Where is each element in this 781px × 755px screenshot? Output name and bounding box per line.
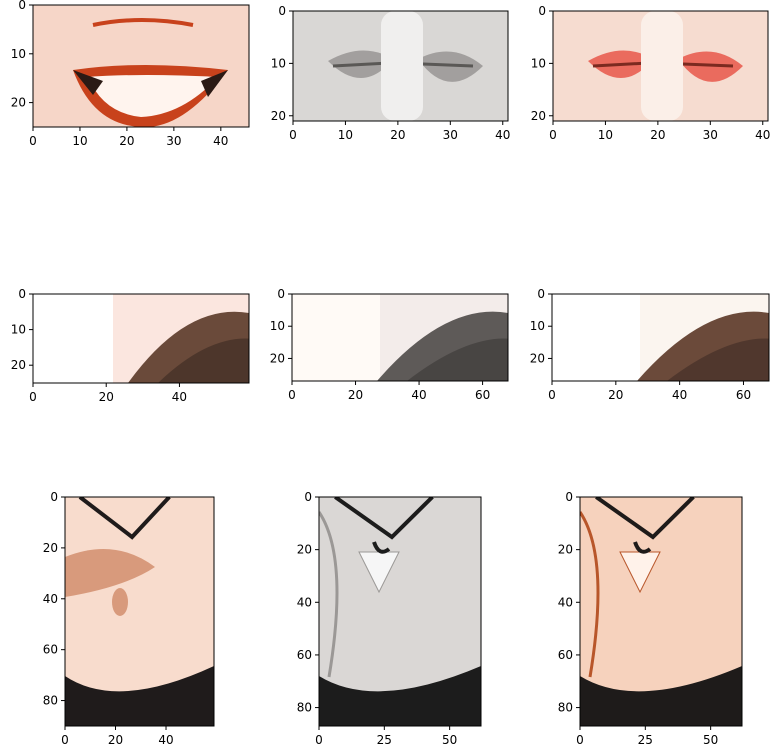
panel-image — [293, 11, 508, 121]
y-tick-label: 80 — [43, 694, 58, 708]
x-tick-label: 30 — [703, 128, 718, 142]
row1-gray-finger-lips: 0 10 20 30 40 0 10 20 — [271, 4, 511, 142]
row3-gray-neck: 0 25 50 0 20 40 60 80 — [297, 490, 482, 747]
panel-frame — [292, 10, 509, 122]
panel-image — [65, 497, 214, 726]
y-tick-label: 80 — [558, 701, 573, 715]
x-tick-label: 0 — [549, 128, 557, 142]
x-tick-label: 20 — [390, 128, 405, 142]
x-tick-label: 20 — [108, 733, 123, 747]
x-tick-label: 40 — [213, 134, 228, 148]
x-tick-label: 0 — [29, 134, 37, 148]
x-tick-label: 0 — [548, 388, 556, 402]
y-tick-label: 0 — [537, 287, 545, 301]
y-tick-label: 10 — [530, 319, 545, 333]
row3-color-neck: 0 20 40 0 20 40 60 80 — [43, 490, 215, 747]
row1-color-lips: 0 10 20 30 40 0 10 20 — [11, 0, 250, 148]
y-tick-label: 20 — [11, 358, 26, 372]
x-tick-label: 0 — [315, 733, 323, 747]
y-tick-label: 0 — [18, 287, 26, 301]
x-tick-label: 10 — [338, 128, 353, 142]
x-tick-label: 60 — [475, 388, 490, 402]
y-tick-label: 20 — [297, 543, 312, 557]
x-tick-label: 50 — [442, 733, 457, 747]
x-tick-label: 40 — [495, 128, 510, 142]
panel-frame — [552, 10, 769, 122]
y-tick-label: 20 — [558, 543, 573, 557]
y-tick-label: 40 — [558, 595, 573, 609]
x-tick-label: 20 — [348, 388, 363, 402]
y-tick-label: 20 — [531, 109, 546, 123]
x-tick-label: 40 — [411, 388, 426, 402]
y-tick-label: 0 — [277, 287, 285, 301]
x-tick-label: 30 — [443, 128, 458, 142]
y-tick-label: 40 — [297, 595, 312, 609]
x-tick-label: 20 — [119, 134, 134, 148]
panel-image — [580, 497, 742, 726]
x-tick-label: 0 — [289, 128, 297, 142]
x-tick-label: 40 — [672, 388, 687, 402]
panel-frame — [291, 293, 509, 382]
row2-color-hair: 0 20 40 0 10 20 — [11, 287, 250, 404]
x-tick-label: 0 — [61, 733, 69, 747]
x-tick-label: 20 — [650, 128, 665, 142]
y-tick-label: 20 — [530, 351, 545, 365]
y-tick-label: 0 — [538, 4, 546, 18]
y-tick-label: 60 — [43, 643, 58, 657]
panel-frame — [579, 496, 743, 727]
x-tick-label: 0 — [576, 733, 584, 747]
y-tick-label: 20 — [11, 96, 26, 110]
y-tick-label: 0 — [304, 490, 312, 504]
x-tick-label: 20 — [99, 390, 114, 404]
x-tick-label: 10 — [72, 134, 87, 148]
x-tick-label: 0 — [288, 388, 296, 402]
y-tick-label: 10 — [11, 323, 26, 337]
y-tick-label: 40 — [43, 592, 58, 606]
x-tick-label: 0 — [29, 390, 37, 404]
y-tick-label: 10 — [531, 56, 546, 70]
panel-image — [319, 497, 481, 726]
y-tick-label: 60 — [558, 648, 573, 662]
y-tick-label: 20 — [271, 109, 286, 123]
y-tick-label: 0 — [18, 0, 26, 12]
row2-gray-hair: 0 20 40 60 0 10 20 — [270, 287, 509, 402]
x-tick-label: 40 — [755, 128, 770, 142]
panel-frame — [32, 293, 250, 384]
x-tick-label: 30 — [166, 134, 181, 148]
x-tick-label: 40 — [158, 733, 173, 747]
x-tick-label: 25 — [377, 733, 392, 747]
x-tick-label: 10 — [598, 128, 613, 142]
row2-colorized-hair: 0 20 40 60 0 10 20 — [530, 287, 770, 402]
panel-frame — [64, 496, 215, 727]
y-tick-label: 20 — [43, 541, 58, 555]
panel-image — [33, 294, 249, 383]
panel-image — [33, 5, 249, 127]
x-tick-label: 25 — [638, 733, 653, 747]
y-tick-label: 20 — [270, 351, 285, 365]
x-tick-label: 50 — [703, 733, 718, 747]
panel-frame — [318, 496, 482, 727]
panel-image — [552, 294, 769, 381]
panel-frame — [32, 4, 250, 128]
row3-colorized-neck: 0 25 50 0 20 40 60 80 — [558, 490, 743, 747]
y-tick-label: 0 — [50, 490, 58, 504]
panel-frame — [551, 293, 770, 382]
panel-image — [292, 294, 508, 381]
y-tick-label: 60 — [297, 648, 312, 662]
y-tick-label: 10 — [270, 319, 285, 333]
y-tick-label: 0 — [565, 490, 573, 504]
x-tick-label: 60 — [736, 388, 751, 402]
y-tick-label: 80 — [297, 701, 312, 715]
y-tick-label: 0 — [278, 4, 286, 18]
panel-image — [553, 11, 768, 121]
row1-colorized-finger-lips: 0 10 20 30 40 0 10 20 — [531, 4, 771, 142]
y-tick-label: 10 — [271, 56, 286, 70]
x-tick-label: 20 — [608, 388, 623, 402]
y-tick-label: 10 — [11, 47, 26, 61]
x-tick-label: 40 — [172, 390, 187, 404]
